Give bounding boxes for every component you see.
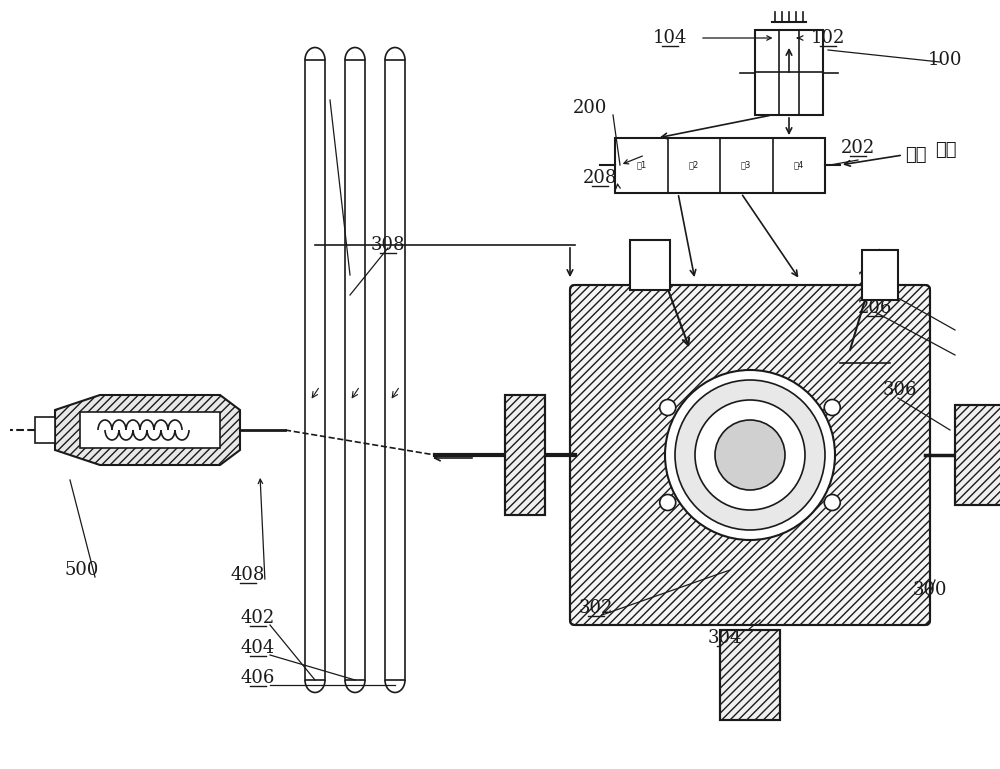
Bar [505, 395, 545, 515]
Text: 408: 408 [231, 566, 265, 584]
Text: 206: 206 [858, 299, 892, 317]
Text: 300: 300 [913, 581, 947, 599]
Text: 402: 402 [241, 609, 275, 627]
Text: 308: 308 [371, 236, 405, 254]
Text: 阀3: 阀3 [741, 161, 751, 169]
Bar [385, 60, 405, 680]
Circle shape [824, 400, 840, 415]
Circle shape [695, 400, 805, 510]
Polygon shape [55, 395, 240, 465]
Bar [505, 395, 545, 515]
Bar [305, 60, 325, 680]
Text: 304: 304 [708, 629, 742, 647]
Circle shape [675, 380, 825, 530]
Text: 气源: 气源 [905, 146, 926, 164]
Text: 200: 200 [573, 99, 607, 117]
Bar [955, 405, 1000, 505]
Circle shape [824, 494, 840, 511]
Text: 阀2: 阀2 [689, 161, 699, 169]
Circle shape [660, 400, 676, 415]
Text: 102: 102 [811, 29, 845, 47]
Text: 阀4: 阀4 [794, 161, 804, 169]
FancyBboxPatch shape [570, 285, 930, 625]
Text: 306: 306 [883, 381, 917, 399]
Text: 104: 104 [653, 29, 687, 47]
Text: 500: 500 [65, 561, 99, 579]
Bar [345, 60, 365, 680]
Text: 208: 208 [583, 169, 617, 187]
Text: 406: 406 [241, 669, 275, 687]
Bar [35, 417, 55, 443]
Text: 气源: 气源 [935, 141, 956, 159]
Text: 302: 302 [579, 599, 613, 617]
Text: 202: 202 [841, 139, 875, 157]
Circle shape [715, 420, 785, 490]
Bar [615, 138, 825, 193]
Circle shape [665, 370, 835, 540]
Text: 阀1: 阀1 [636, 161, 646, 169]
Bar [630, 240, 670, 290]
Bar [862, 250, 898, 300]
Text: 100: 100 [928, 51, 962, 69]
Bar [755, 30, 823, 115]
Bar [720, 630, 780, 720]
Circle shape [660, 494, 676, 511]
Bar [955, 405, 1000, 505]
Text: 404: 404 [241, 639, 275, 657]
Bar [720, 630, 780, 720]
Text: 204: 204 [858, 271, 892, 289]
Bar [80, 412, 220, 448]
